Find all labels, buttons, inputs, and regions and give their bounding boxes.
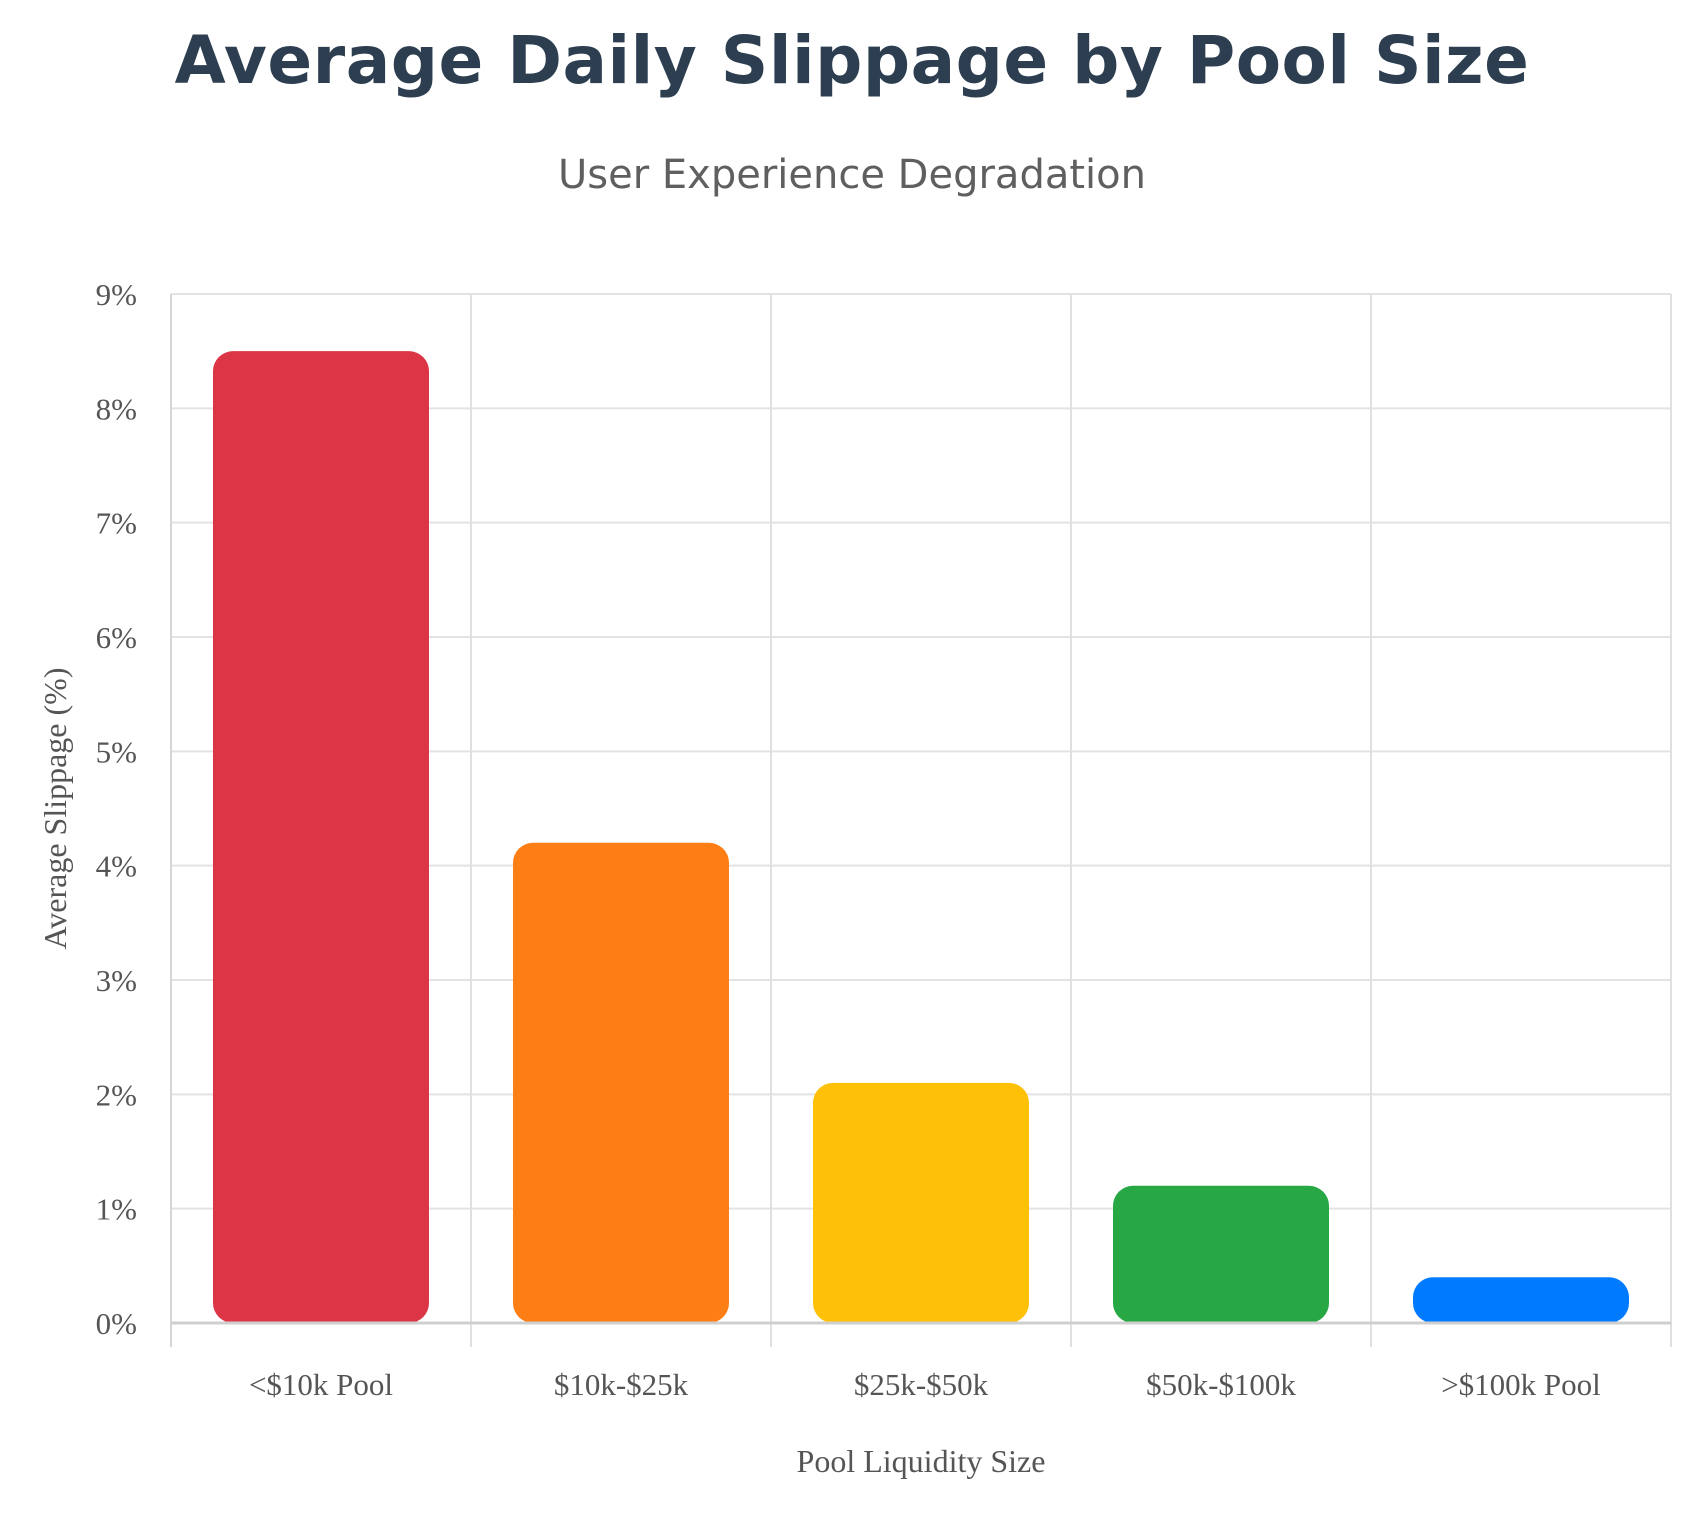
chart-title: Average Daily Slippage by Pool Size xyxy=(174,22,1530,99)
x-tick-label: $50k-$100k xyxy=(1146,1367,1296,1402)
y-tick-label: 1% xyxy=(96,1192,137,1227)
x-tick-label: $10k-$25k xyxy=(554,1367,689,1402)
bar xyxy=(513,842,729,1323)
y-tick-label: 5% xyxy=(96,734,137,769)
y-tick-label: 6% xyxy=(96,620,137,655)
y-tick-label: 8% xyxy=(96,391,137,426)
bars xyxy=(213,351,1629,1324)
bar xyxy=(1113,1185,1329,1323)
x-tick-label: <$10k Pool xyxy=(249,1367,393,1402)
y-axis-title: Average Slippage (%) xyxy=(37,668,73,950)
y-tick-label: 0% xyxy=(96,1306,137,1341)
x-tick-label: >$100k Pool xyxy=(1441,1367,1601,1402)
bar xyxy=(213,351,429,1324)
y-tick-label: 2% xyxy=(96,1077,137,1112)
y-tick-label: 9% xyxy=(96,277,137,312)
x-tick-labels: <$10k Pool $10k-$25k $25k-$50k $50k-$100k >$… xyxy=(249,1367,1601,1402)
y-tick-label: 4% xyxy=(96,849,137,884)
axes xyxy=(170,294,1671,1347)
x-tick-label: $25k-$50k xyxy=(854,1367,989,1402)
y-tick-labels: 0% 1% 2% 3% 4% 5% 6% 7% 8% 9% xyxy=(96,277,137,1341)
bar xyxy=(813,1082,1029,1323)
chart-subtitle: User Experience Degradation xyxy=(558,152,1146,198)
bar xyxy=(1413,1277,1629,1323)
x-axis-title: Pool Liquidity Size xyxy=(797,1443,1046,1479)
y-tick-label: 3% xyxy=(96,963,137,998)
y-tick-label: 7% xyxy=(96,506,137,541)
